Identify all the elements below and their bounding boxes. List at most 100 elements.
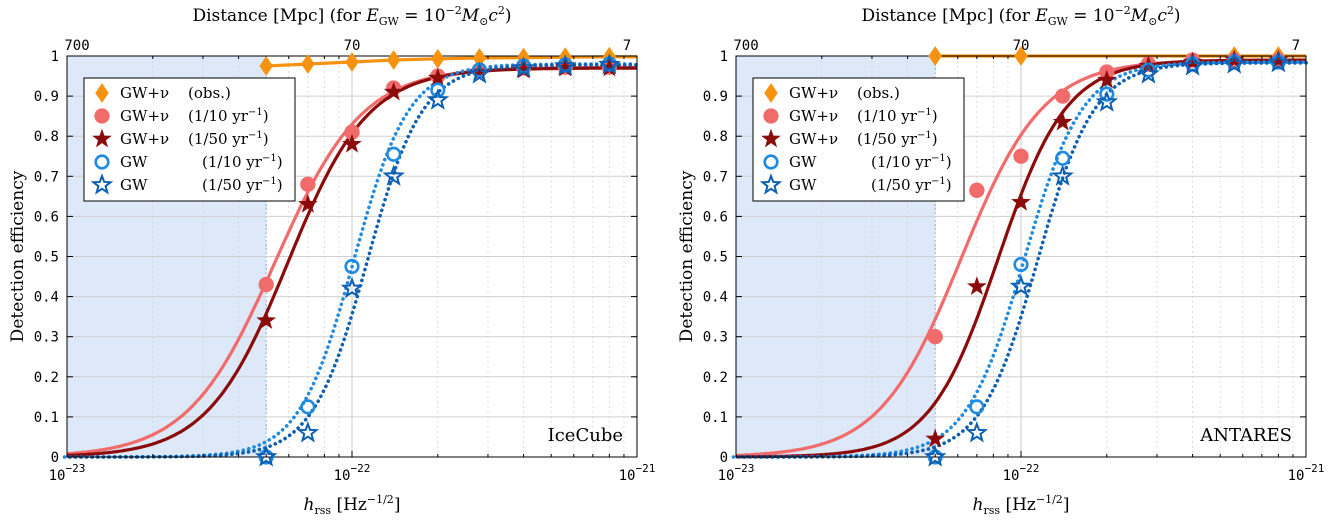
data-point [386, 146, 402, 162]
data-point [1224, 49, 1245, 69]
legend-marker [94, 108, 110, 124]
x-tick-label: 10−21 [619, 462, 656, 484]
data-point [513, 59, 534, 79]
data-point [969, 182, 985, 198]
x-tick-label: 10−23 [49, 462, 86, 484]
y-axis-label: Detection efficiency [8, 170, 28, 342]
legend-entry: GW+ν (1/10 yr−1) [789, 107, 938, 125]
data-point [965, 421, 989, 443]
chart-svg: 0 0.1 0.2 0.3 0.4 0.5 0.6 0.7 0.8 0.9 1 10−23 10−22 1… [8, 4, 656, 517]
legend-marker [763, 154, 779, 170]
y-tick-label: 0.3 [703, 330, 728, 346]
data-point [342, 133, 362, 153]
data-point [1014, 46, 1028, 66]
data-point [300, 176, 316, 192]
top-axis-title: Distance [Mpc] (for EGW = 10−2M⊙c2) [861, 4, 1180, 28]
legend-marker [761, 128, 781, 148]
data-point [344, 258, 360, 275]
data-point [296, 421, 320, 443]
top-tick-label: 7 [623, 38, 631, 54]
legend-marker [763, 108, 779, 124]
data-point [340, 276, 364, 299]
x-axis-label: hrss [Hz−1/2] [973, 493, 1070, 517]
data-point [431, 48, 445, 69]
data-point [967, 276, 987, 295]
x-tick-label: 10−21 [1288, 462, 1325, 484]
legend-entry: GW+ν (1/50 yr−1) [789, 130, 938, 148]
data-point [256, 310, 277, 330]
data-point [469, 61, 490, 81]
icecube-panel: 0 0.1 0.2 0.3 0.4 0.5 0.6 0.7 0.8 0.9 1 10−23 10−22 1… [8, 4, 656, 517]
legend-entry: GW (1/50 yr−1) [120, 176, 283, 194]
legend: GW+ν (obs.) GW+ν (1/10 yr−1) GW+ν (1/50 yr−1)… [752, 77, 965, 202]
y-tick-label: 0.5 [703, 250, 728, 266]
legend-entry: GW+ν (obs.) [789, 84, 900, 102]
legend-marker [764, 83, 778, 103]
data-point [923, 445, 947, 467]
data-point [1013, 148, 1029, 164]
data-point [1222, 52, 1246, 74]
y-tick-label: 0.3 [34, 330, 59, 346]
top-tick-label: 700 [64, 38, 89, 54]
data-point [386, 50, 401, 70]
legend-marker [94, 154, 110, 170]
top-tick-label: 70 [344, 38, 361, 54]
y-tick-label: 0.9 [703, 89, 728, 105]
data-point [1095, 90, 1119, 112]
top-axis-title: Distance [Mpc] (for EGW = 10−2M⊙c2) [192, 4, 511, 28]
data-point [430, 82, 446, 98]
data-point [969, 399, 985, 415]
data-point [468, 62, 491, 84]
y-tick-label: 0.1 [703, 410, 728, 426]
legend-entry: GW (1/10 yr−1) [120, 153, 283, 171]
legend-marker [759, 173, 783, 195]
legend-marker [90, 173, 114, 195]
curve-series-0 [266, 55, 637, 68]
data-point [1267, 50, 1290, 73]
top-tick-label: 700 [733, 38, 758, 54]
y-tick-label: 0.4 [34, 290, 59, 306]
y-tick-label: 0.2 [34, 370, 59, 386]
data-point [553, 54, 577, 76]
data-point [1137, 62, 1160, 84]
y-tick-label: 0.4 [703, 290, 728, 306]
markers-series-2 [256, 57, 620, 330]
x-tick-label: 10−22 [334, 462, 371, 484]
data-point [254, 445, 278, 467]
legend-entry: GW (1/50 yr−1) [789, 176, 952, 194]
y-tick-label: 0 [51, 450, 59, 466]
y-tick-label: 0.6 [34, 209, 59, 225]
legend-marker [95, 83, 109, 103]
y-tick-label: 0 [720, 450, 728, 466]
chart-svg: 0 0.1 0.2 0.3 0.4 0.5 0.6 0.7 0.8 0.9 1 10−23 10−22 1… [677, 4, 1325, 517]
data-point [512, 56, 535, 78]
detector-label: IceCube [548, 425, 623, 446]
data-point [427, 67, 448, 87]
y-tick-label: 0.8 [703, 129, 728, 145]
data-point [925, 428, 946, 448]
data-point [345, 52, 359, 72]
y-tick-label: 0.6 [703, 209, 728, 225]
markers-series-4 [254, 52, 621, 467]
data-point [1099, 86, 1115, 102]
legend-entry: GW (1/10 yr−1) [789, 153, 952, 171]
data-point [472, 48, 487, 68]
data-point [1009, 274, 1033, 297]
data-point [1268, 49, 1289, 69]
data-point [258, 276, 274, 293]
legend-entry: GW+ν (1/10 yr−1) [120, 107, 269, 125]
data-point [383, 81, 404, 101]
data-point [1051, 164, 1074, 186]
data-point [298, 194, 318, 213]
data-point [598, 52, 621, 75]
data-point [1181, 54, 1204, 76]
legend-entry: GW+ν (1/50 yr−1) [120, 130, 269, 148]
data-point [1052, 111, 1073, 131]
y-tick-label: 0.7 [34, 169, 59, 185]
x-tick-label: 10−22 [1003, 462, 1040, 484]
y-tick-label: 0.5 [34, 250, 59, 266]
data-point [382, 164, 405, 186]
data-point [300, 399, 316, 415]
markers-series-4 [923, 50, 1290, 467]
